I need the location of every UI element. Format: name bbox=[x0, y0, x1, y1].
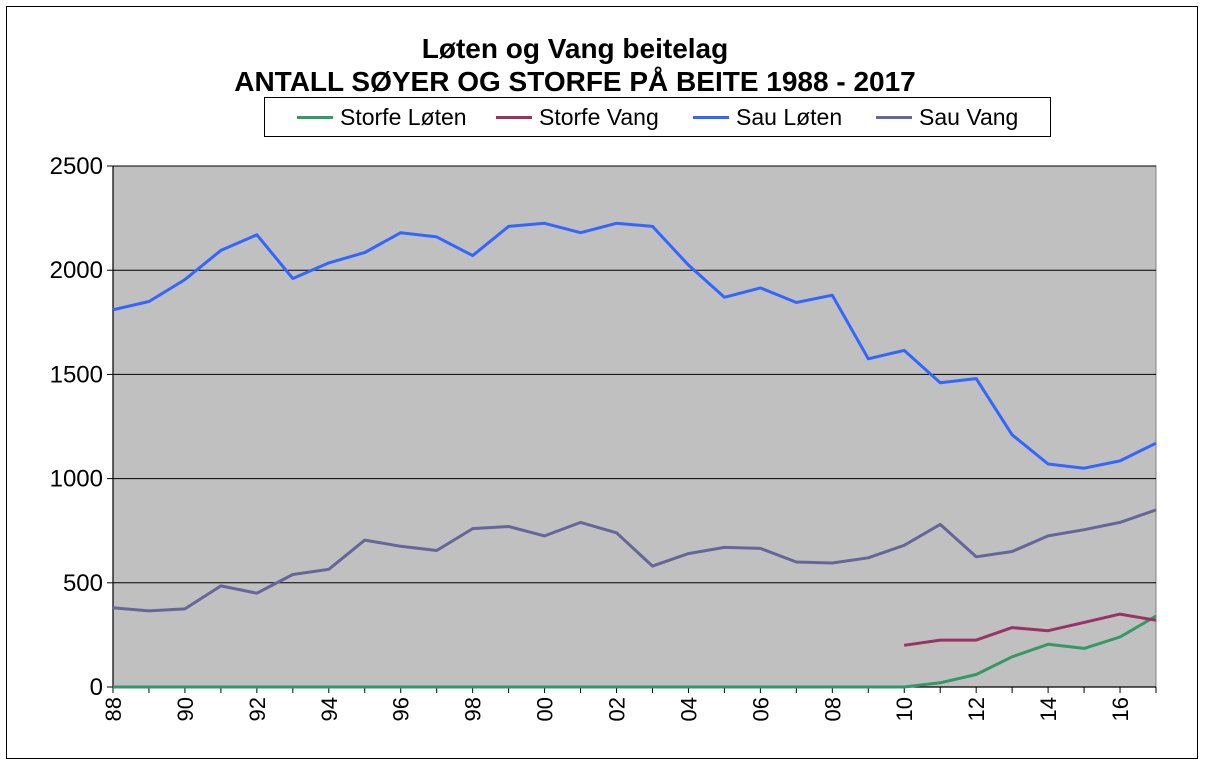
legend-label: Storfe Løten bbox=[340, 103, 467, 130]
x-tick-label: 94 bbox=[317, 697, 342, 721]
x-tick-label: 00 bbox=[533, 697, 558, 721]
y-tick-label: 2000 bbox=[50, 257, 103, 284]
y-tick-label: 0 bbox=[90, 674, 103, 701]
legend-swatch bbox=[876, 115, 912, 119]
legend-label: Sau Vang bbox=[919, 103, 1019, 130]
x-tick-label: 88 bbox=[101, 697, 126, 721]
legend-item-sau-loten: Sau Løten bbox=[693, 98, 842, 136]
series-line-sau-vang bbox=[112, 508, 1157, 613]
y-tick-label: 1500 bbox=[50, 361, 103, 388]
x-tick-label: 90 bbox=[173, 697, 198, 721]
legend-swatch bbox=[693, 115, 729, 119]
y-tick-label: 500 bbox=[63, 570, 103, 597]
x-tick-label: 06 bbox=[748, 697, 773, 721]
series-line-sau-loten bbox=[112, 221, 1157, 470]
x-tick-label: 04 bbox=[676, 697, 701, 721]
legend-item-sau-vang: Sau Vang bbox=[876, 98, 1018, 136]
x-tick-label: 16 bbox=[1108, 697, 1133, 721]
x-tick-label: 10 bbox=[892, 697, 917, 721]
chart-subtitle: ANTALL SØYER OG STORFE PÅ BEITE 1988 - 2… bbox=[234, 66, 916, 97]
legend-label: Sau Løten bbox=[736, 103, 843, 130]
legend-swatch bbox=[496, 115, 532, 119]
legend-item-storfe-vang: Storfe Vang bbox=[496, 98, 659, 136]
legend-label: Storfe Vang bbox=[539, 103, 659, 130]
legend-swatch bbox=[297, 115, 333, 119]
series-line-storfe-loten bbox=[113, 614, 1157, 689]
legend: Storfe Løten Storfe Vang Sau Løten Sau V… bbox=[264, 97, 1051, 137]
plot-area bbox=[112, 165, 1157, 688]
x-tick-label: 02 bbox=[605, 697, 630, 721]
x-tick-label: 96 bbox=[389, 697, 414, 721]
x-tick-label: 08 bbox=[820, 697, 845, 721]
series-line-storfe-vang bbox=[903, 612, 1157, 647]
chart-title: Løten og Vang beitelag bbox=[421, 33, 729, 64]
y-tick-label: 1000 bbox=[50, 466, 103, 493]
x-tick-label: 98 bbox=[461, 697, 486, 721]
legend-item-storfe-loten: Storfe Løten bbox=[297, 98, 467, 136]
x-tick-label: 12 bbox=[964, 697, 989, 721]
y-tick-label: 2500 bbox=[50, 153, 103, 180]
x-tick-label: 14 bbox=[1036, 697, 1061, 721]
x-tick-label: 92 bbox=[245, 697, 270, 721]
